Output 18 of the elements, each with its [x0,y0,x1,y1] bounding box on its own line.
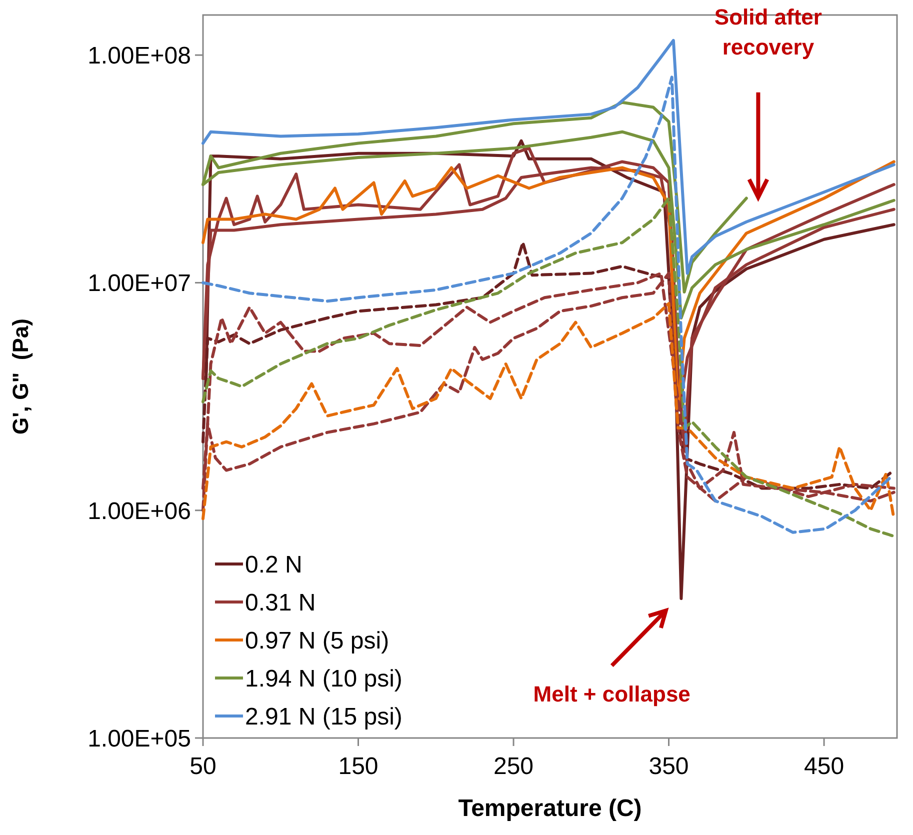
annotation: Melt + collapse [533,682,690,707]
x-tick-label: 450 [804,753,844,780]
x-tick-label: 350 [648,753,689,780]
annotation: Solid after recovery [714,4,822,60]
legend-label: 1.94 N (10 psi) [245,665,402,692]
legend-label: 2.91 N (15 psi) [245,703,402,730]
x-tick-label: 250 [493,753,534,780]
x-tick-label: 150 [338,753,378,780]
legend-label: 0.31 N [245,589,316,616]
x-tick-label: 50 [190,753,216,780]
y-tick-label: 1.00E+05 [88,725,191,752]
y-tick-label: 1.00E+08 [88,42,191,70]
y-tick-label: 1.00E+07 [88,270,191,298]
legend-label: 0.2 N [245,551,302,578]
y-axis-title: G', G" (Pa) [8,318,33,434]
y-tick-label: 1.00E+06 [88,498,191,525]
x-axis-title: Temperature (C) [458,795,642,822]
legend-label: 0.97 N (5 psi) [245,627,390,654]
